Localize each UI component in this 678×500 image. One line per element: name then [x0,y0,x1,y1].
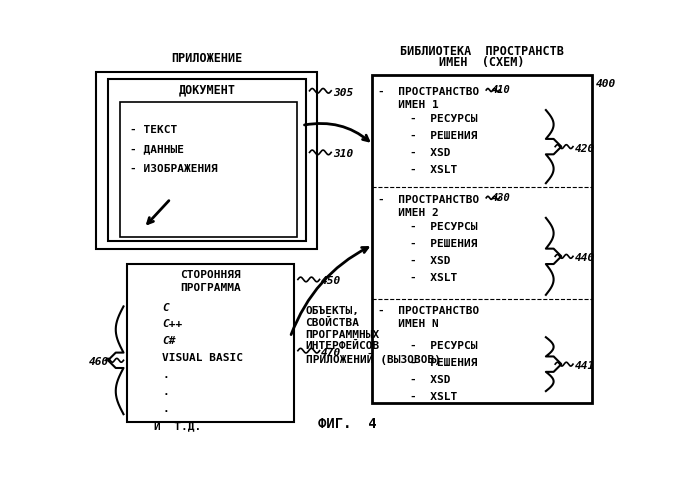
Text: ИМЕН  (СХЕМ): ИМЕН (СХЕМ) [439,56,525,69]
Text: -  РЕСУРСЫ: - РЕСУРСЫ [410,114,478,124]
Text: -  РЕСУРСЫ: - РЕСУРСЫ [410,341,478,351]
Text: -  ПРОСТРАНСТВО: - ПРОСТРАНСТВО [378,87,479,97]
Text: ПРИЛОЖЕНИЕ: ПРИЛОЖЕНИЕ [171,52,243,66]
Text: 441: 441 [574,361,595,371]
Text: 305: 305 [333,88,353,98]
Bar [108,79,306,241]
Text: 430: 430 [492,193,511,203]
Text: ИМЕН N: ИМЕН N [378,320,439,330]
Bar [372,76,593,402]
Text: -  XSD: - XSD [410,375,451,385]
Text: - ДАННЫЕ: - ДАННЫЕ [129,144,184,154]
Text: 400: 400 [596,79,616,89]
Text: .: . [162,404,169,414]
Text: -  ПРОСТРАНСТВО: - ПРОСТРАНСТВО [378,194,479,205]
Text: -  РЕШЕНИЯ: - РЕШЕНИЯ [410,131,478,141]
Text: ПРОГРАММА: ПРОГРАММА [180,282,241,292]
Text: - ИЗОБРАЖЕНИЯ: - ИЗОБРАЖЕНИЯ [129,164,218,174]
Bar [121,102,297,237]
Text: БИБЛИОТЕКА  ПРОСТРАНСТВ: БИБЛИОТЕКА ПРОСТРАНСТВ [400,46,564,59]
Text: 420: 420 [574,144,595,154]
Text: C#: C# [162,336,176,346]
Text: И  Т.Д.: И Т.Д. [155,421,202,431]
Text: .: . [162,370,169,380]
Text: 310: 310 [333,150,353,160]
Text: 460: 460 [89,357,109,367]
Text: -  РЕСУРСЫ: - РЕСУРСЫ [410,222,478,232]
Text: ОБЪЕКТЫ,
СВОЙСТВА
ПРОГРАММНЫХ
ИНТЕРФЕЙСОВ
ПРИЛОЖЕНИЙ (ВЫЗОВОВ): ОБЪЕКТЫ, СВОЙСТВА ПРОГРАММНЫХ ИНТЕРФЕЙСО… [306,306,441,366]
Bar [127,264,294,422]
Text: СТОРОННЯЯ: СТОРОННЯЯ [180,270,241,280]
Text: - ТЕКСТ: - ТЕКСТ [129,126,177,136]
Text: -  XSD: - XSD [410,148,451,158]
Text: -  РЕШЕНИЯ: - РЕШЕНИЯ [410,358,478,368]
Text: ИМЕН 1: ИМЕН 1 [378,100,439,110]
Text: 470: 470 [321,348,342,358]
Text: C++: C++ [162,320,182,330]
Text: 440: 440 [574,254,595,264]
Text: ДОКУМЕНТ: ДОКУМЕНТ [178,83,235,96]
Bar [96,72,317,248]
Text: -  РЕШЕНИЯ: - РЕШЕНИЯ [410,238,478,248]
Text: -  XSLT: - XSLT [410,164,458,174]
Text: ФИГ.  4: ФИГ. 4 [318,417,377,431]
Text: ИМЕН 2: ИМЕН 2 [378,208,439,218]
Text: -  ПРОСТРАНСТВО: - ПРОСТРАНСТВО [378,306,479,316]
Text: .: . [162,387,169,397]
Text: C: C [162,302,169,312]
Text: VISUAL BASIC: VISUAL BASIC [162,354,243,364]
Text: 410: 410 [492,86,511,96]
Text: 450: 450 [321,276,342,286]
Text: -  XSLT: - XSLT [410,272,458,282]
Text: -  XSD: - XSD [410,256,451,266]
Text: -  XSLT: - XSLT [410,392,458,402]
